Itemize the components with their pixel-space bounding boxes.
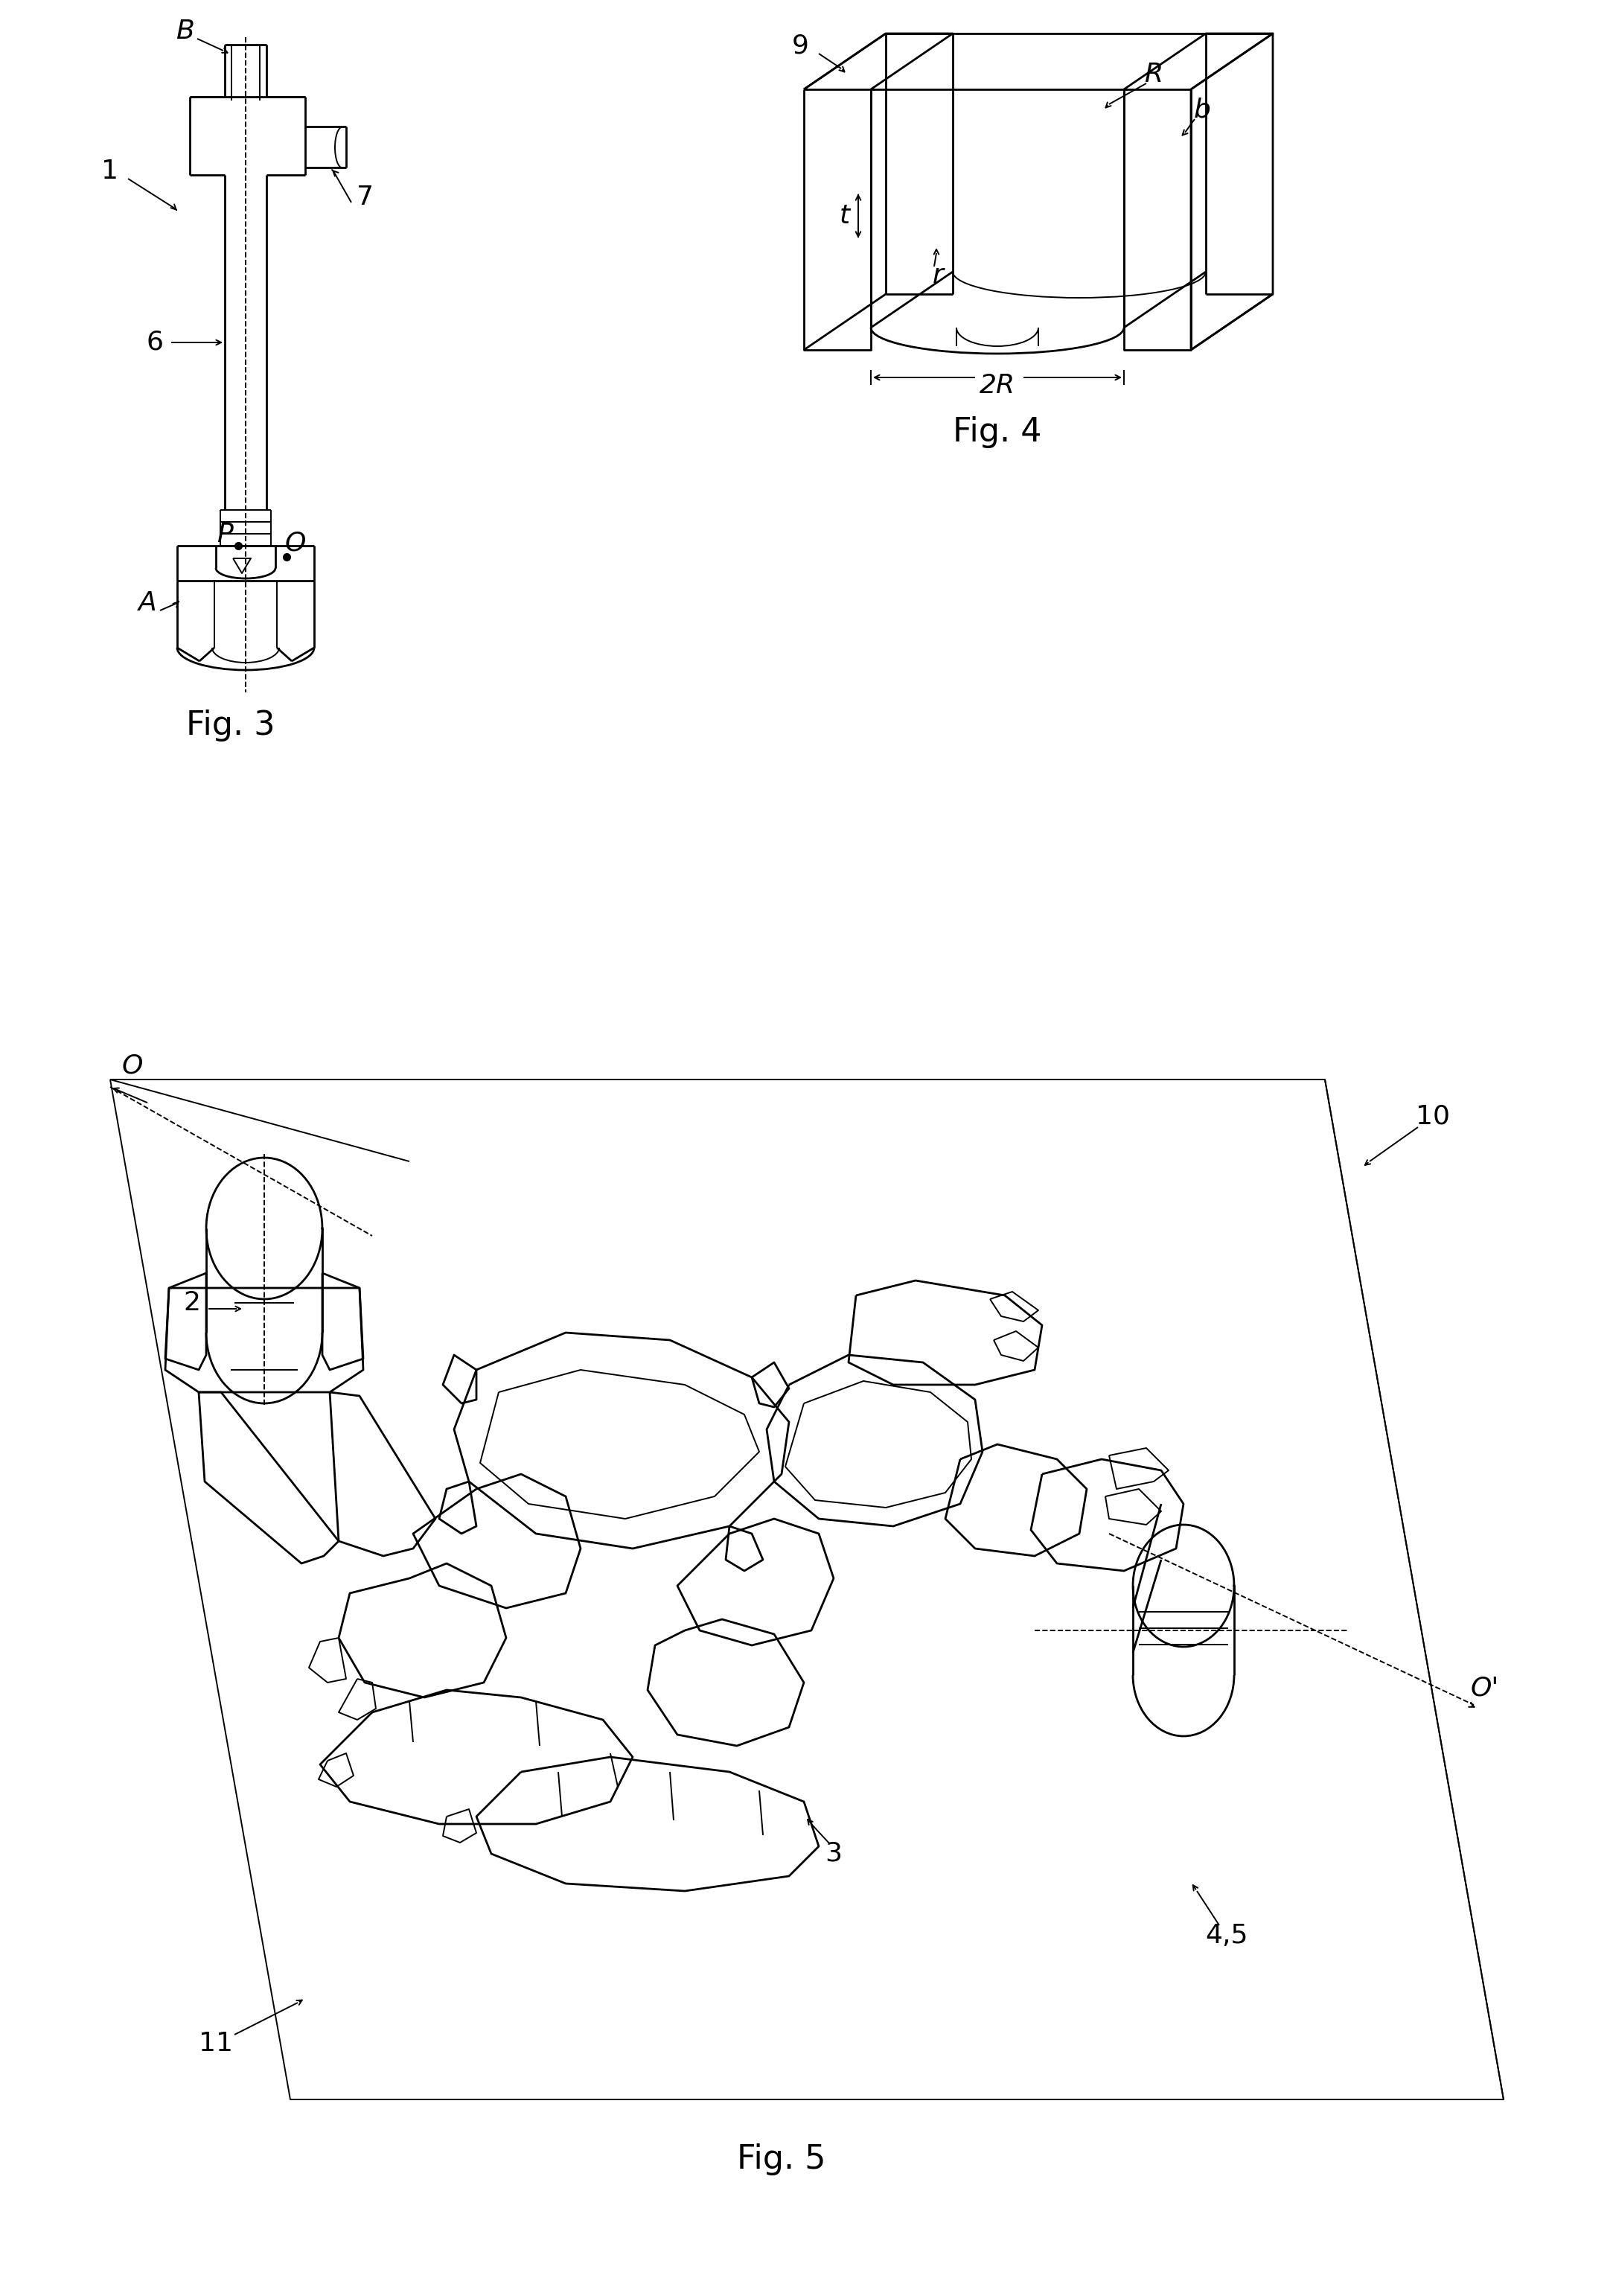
Text: t: t: [839, 204, 850, 230]
Text: Fig. 4: Fig. 4: [953, 416, 1042, 448]
Text: 6: 6: [147, 331, 163, 356]
Text: 2R: 2R: [979, 372, 1016, 397]
Text: 4,5: 4,5: [1206, 1924, 1248, 1949]
Text: R: R: [1145, 62, 1162, 87]
Text: 1: 1: [101, 158, 119, 184]
Text: A: A: [138, 590, 156, 615]
Text: O: O: [122, 1054, 143, 1079]
Text: O': O': [1470, 1676, 1499, 1701]
Text: O: O: [285, 530, 306, 556]
Text: Fig. 3: Fig. 3: [187, 709, 275, 742]
Text: 2: 2: [184, 1290, 201, 1316]
Text: P: P: [217, 521, 233, 546]
Text: Fig. 5: Fig. 5: [737, 2142, 826, 2174]
Text: 10: 10: [1415, 1104, 1451, 1130]
Text: 11: 11: [198, 2032, 233, 2057]
Text: r: r: [932, 262, 943, 287]
Text: 9: 9: [792, 34, 808, 60]
Text: 7: 7: [356, 184, 374, 209]
Text: B: B: [175, 18, 193, 44]
Text: b: b: [1193, 96, 1211, 124]
Text: 3: 3: [824, 1841, 842, 1867]
